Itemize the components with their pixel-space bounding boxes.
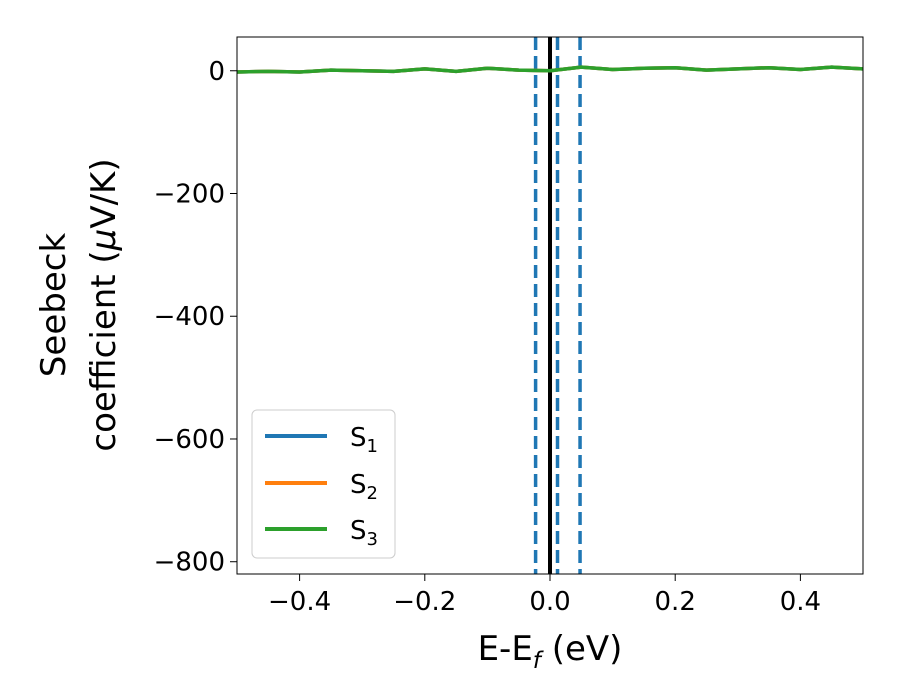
y-tick-label: −200 bbox=[154, 179, 225, 209]
legend-label-s1: S1 bbox=[350, 423, 378, 457]
y-axis-label-line2: coefficient (μV/K) bbox=[84, 158, 124, 451]
legend-label-s2: S2 bbox=[350, 470, 378, 504]
y-tick-label: −800 bbox=[154, 548, 225, 578]
y-axis-ticks: 0 −200 −400 −600 −800 bbox=[154, 57, 237, 578]
y-tick-label: −600 bbox=[154, 425, 225, 455]
x-tick-label: −0.2 bbox=[393, 587, 456, 617]
series-line-s3 bbox=[237, 65, 863, 74]
vertical-lines bbox=[533, 37, 582, 574]
x-axis-label: E-Ef (eV) bbox=[478, 629, 623, 674]
legend-label-s3: S3 bbox=[350, 516, 378, 550]
x-tick-label: −0.4 bbox=[268, 587, 331, 617]
y-axis-label: Seebeck coefficient (μV/K) bbox=[34, 158, 124, 451]
y-tick-label: 0 bbox=[208, 57, 225, 87]
series-lines bbox=[237, 65, 863, 74]
x-tick-label: 0.0 bbox=[529, 587, 570, 617]
x-tick-label: 0.4 bbox=[780, 587, 821, 617]
y-axis-label-line1: Seebeck bbox=[34, 233, 74, 378]
y-tick-label: −400 bbox=[154, 302, 225, 332]
legend: S1 S2 S3 bbox=[251, 409, 396, 559]
x-tick-label: 0.2 bbox=[655, 587, 696, 617]
x-axis-ticks: −0.4 −0.2 0.0 0.2 0.4 bbox=[268, 574, 821, 617]
